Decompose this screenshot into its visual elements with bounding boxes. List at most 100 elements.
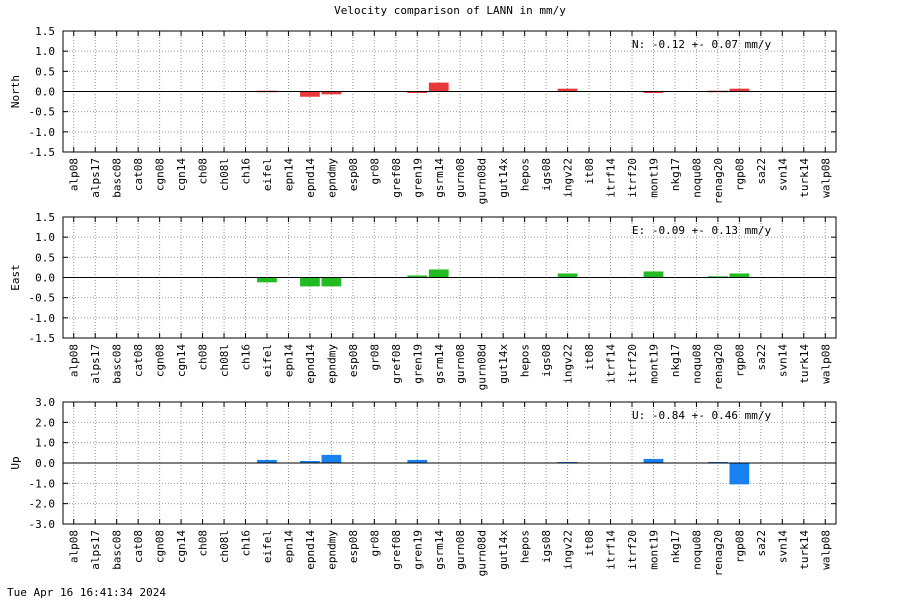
x-tick-label: hepos — [519, 530, 532, 563]
x-tick-label: gref08 — [390, 530, 403, 570]
y-tick-label: -1.0 — [29, 312, 56, 325]
x-tick-label: hepos — [519, 158, 532, 191]
x-tick-label: epn14 — [282, 530, 295, 563]
bar-rgp08 — [729, 273, 750, 278]
x-tick-label: eifel — [261, 344, 274, 377]
x-tick-label: itrf14 — [605, 530, 618, 570]
bar-epndmy — [321, 454, 342, 463]
x-tick-label: gut14x — [497, 344, 510, 384]
y-tick-label: 1.5 — [35, 25, 55, 38]
y-axis-label: North — [9, 75, 22, 108]
x-tick-label: igs08 — [540, 530, 553, 563]
bar-ingv22 — [557, 273, 578, 278]
x-tick-label: epn14 — [282, 344, 295, 377]
x-tick-label: noqu08 — [690, 530, 703, 570]
x-tick-label: ch08 — [197, 530, 210, 557]
bar-epnd14 — [300, 460, 320, 463]
x-tick-label: itrf14 — [605, 158, 618, 198]
x-tick-label: noqu08 — [690, 158, 703, 198]
x-tick-label: cgn08 — [154, 158, 167, 191]
x-tick-label: esp08 — [347, 344, 360, 377]
x-tick-label: mont19 — [647, 530, 660, 570]
annotation-north: N: -0.12 +- 0.07 mm/y — [632, 38, 771, 51]
annotation-up: U: -0.84 +- 0.46 mm/y — [632, 409, 771, 422]
x-tick-label: esp08 — [347, 530, 360, 563]
x-tick-label: renag20 — [712, 344, 725, 390]
x-tick-label: eifel — [261, 530, 274, 563]
y-tick-label: -0.5 — [29, 106, 56, 119]
y-tick-label: -1.0 — [29, 126, 56, 139]
x-tick-label: turk14 — [798, 530, 811, 570]
bar-epnd14 — [300, 91, 320, 97]
x-tick-label: ingv22 — [562, 530, 575, 570]
x-tick-label: it08 — [583, 158, 596, 185]
x-tick-label: ch08l — [218, 158, 231, 191]
bar-mont19 — [643, 271, 664, 278]
x-tick-label: walp08 — [819, 158, 832, 198]
y-tick-label: 3.0 — [35, 396, 55, 409]
x-tick-label: alp08 — [68, 158, 81, 191]
y-tick-label: -1.0 — [29, 477, 56, 490]
bar-epnd14 — [300, 277, 320, 287]
x-tick-label: ch16 — [240, 158, 253, 185]
y-tick-label: -1.5 — [29, 332, 56, 345]
x-tick-label: gurn08d — [476, 344, 489, 390]
x-tick-label: gsrm14 — [433, 158, 446, 198]
x-tick-label: ch08 — [197, 344, 210, 371]
x-tick-label: nkg17 — [669, 344, 682, 377]
x-tick-label: gurn08 — [454, 344, 467, 384]
y-tick-label: 0.0 — [35, 86, 55, 99]
x-tick-label: renag20 — [712, 530, 725, 576]
chart-title: Velocity comparison of LANN in mm/y — [334, 4, 566, 17]
bar-gren19 — [407, 91, 428, 93]
y-tick-label: -1.5 — [29, 146, 56, 159]
x-tick-label: cgn14 — [175, 344, 188, 377]
x-tick-label: itrf20 — [626, 158, 639, 198]
x-tick-label: rgp08 — [733, 158, 746, 191]
bar-rgp08 — [729, 88, 750, 92]
bar-mont19 — [643, 458, 664, 463]
x-tick-label: it08 — [583, 344, 596, 371]
x-tick-label: ingv22 — [562, 158, 575, 198]
x-tick-label: epnd14 — [304, 530, 317, 570]
plot-frame — [62, 30, 837, 153]
x-tick-label: igs08 — [540, 344, 553, 377]
x-tick-label: cgn08 — [154, 344, 167, 377]
x-tick-label: epnd14 — [304, 158, 317, 198]
y-tick-label: 1.0 — [35, 231, 55, 244]
x-tick-label: alps17 — [89, 344, 102, 384]
x-tick-label: svn14 — [776, 530, 789, 563]
x-tick-label: itrf20 — [626, 344, 639, 384]
y-tick-label: -3.0 — [29, 518, 56, 531]
panel-east: 1.5 1.0 0.5 0.0 -0.5 -1.0 -1.5 alp08 alps17 basc0… — [9, 211, 837, 390]
bar-gsrm14 — [428, 82, 449, 92]
x-tick-label: alps17 — [89, 158, 102, 198]
x-tick-label: cgn14 — [175, 158, 188, 191]
x-tick-label: epndmy — [325, 530, 338, 570]
x-tick-label: rgp08 — [733, 344, 746, 377]
y-tick-label: 0.5 — [35, 251, 55, 264]
y-tick-label: 0.5 — [35, 65, 55, 78]
x-tick-label: cat08 — [132, 344, 145, 377]
x-tick-label: walp08 — [819, 344, 832, 384]
x-tick-label: gr08 — [368, 344, 381, 371]
x-tick-label: sa22 — [755, 344, 768, 371]
x-tick-label: epnd14 — [304, 344, 317, 384]
plot-frame — [62, 216, 837, 339]
bar-gsrm14 — [428, 269, 449, 278]
y-axis-label: Up — [9, 456, 22, 469]
bar-eifel — [257, 459, 277, 463]
x-tick-label: gren19 — [411, 158, 424, 198]
x-tick-label: alp08 — [68, 344, 81, 377]
bar-ingv22 — [557, 88, 578, 92]
x-tick-label: gr08 — [368, 530, 381, 557]
y-tick-label: 1.0 — [35, 45, 55, 58]
y-tick-label: 1.0 — [35, 437, 55, 450]
bar-gren19 — [407, 459, 428, 463]
y-tick-label: -0.5 — [29, 292, 56, 305]
x-tick-label: svn14 — [776, 158, 789, 191]
x-tick-label: ch08l — [218, 530, 231, 563]
x-tick-label: cat08 — [132, 530, 145, 563]
x-tick-label: ch16 — [240, 344, 253, 371]
x-tick-label: gsrm14 — [433, 344, 446, 384]
